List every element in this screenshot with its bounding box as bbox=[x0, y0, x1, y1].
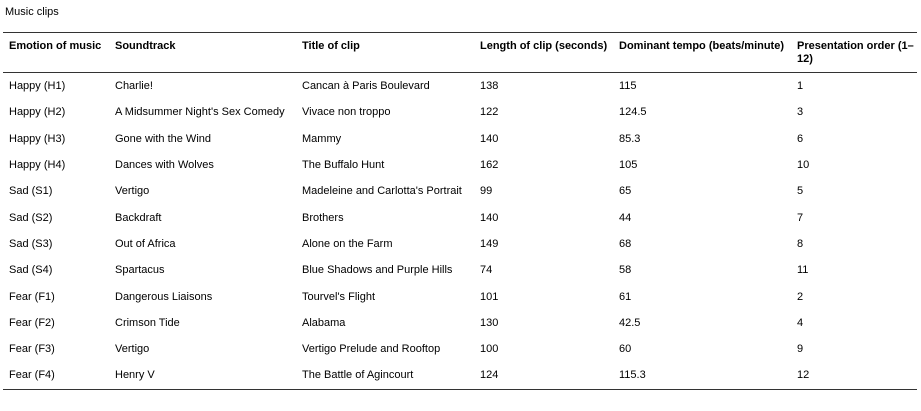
music-clips-table: Emotion of music Soundtrack Title of cli… bbox=[3, 32, 917, 390]
table-row: Fear (F1) Dangerous Liaisons Tourvel's Fli… bbox=[3, 283, 917, 309]
cell-title: Madeleine and Carlotta's Portrait bbox=[302, 185, 462, 198]
cell-soundtrack: A Midsummer Night's Sex Comedy bbox=[115, 106, 285, 119]
header-emotion: Emotion of music bbox=[3, 32, 109, 73]
cell-soundtrack: Out of Africa bbox=[115, 237, 176, 250]
cell-order: 3 bbox=[797, 106, 804, 119]
cell-emotion: Happy (H4) bbox=[9, 159, 66, 172]
cell-title: Vertigo Prelude and Rooftop bbox=[302, 343, 441, 356]
header-length: Length of clip (seconds) bbox=[474, 32, 613, 73]
cell-tempo: 85.3 bbox=[619, 132, 641, 145]
cell-soundtrack: Henry V bbox=[109, 362, 296, 390]
cell-emotion: Sad (S2) bbox=[9, 211, 53, 224]
cell-emotion: Fear (F1) bbox=[9, 290, 55, 303]
cell-tempo: 65 bbox=[619, 185, 632, 198]
cell-order: 8 bbox=[797, 237, 804, 250]
cell-length: 140 bbox=[480, 211, 499, 224]
cell-order: 12 bbox=[791, 362, 917, 390]
table-row: Fear (F4) Henry V The Battle of Agincourt 1… bbox=[3, 362, 917, 390]
cell-length: 101 bbox=[480, 290, 499, 303]
table-row: Sad (S4) Spartacus Blue Shadows and Purple… bbox=[3, 257, 917, 283]
cell-title: Brothers bbox=[302, 211, 344, 224]
table-row: Happy (H2) A Midsummer Night's Sex Comedy… bbox=[3, 99, 917, 125]
header-row: Emotion of music Soundtrack Title of cli… bbox=[3, 32, 917, 73]
cell-title: Tourvel's Flight bbox=[302, 290, 376, 303]
cell-length: 138 bbox=[480, 80, 499, 93]
cell-soundtrack: Vertigo bbox=[115, 343, 150, 356]
cell-tempo: 115.3 bbox=[613, 362, 791, 390]
cell-title: Vivace non troppo bbox=[302, 106, 391, 119]
cell-emotion: Happy (H2) bbox=[9, 106, 66, 119]
table-row: Happy (H3) Gone with the Wind Mammy 140 85.3… bbox=[3, 126, 917, 152]
cell-order: 11 bbox=[797, 264, 809, 277]
cell-title: Alabama bbox=[302, 316, 346, 329]
table-row: Sad (S3) Out of Africa Alone on the Farm 14… bbox=[3, 231, 917, 257]
cell-soundtrack: Vertigo bbox=[115, 185, 150, 198]
table-row: Fear (F2) Crimson Tide Alabama 130 42.5 4 bbox=[3, 310, 917, 336]
cell-length: 100 bbox=[480, 343, 499, 356]
cell-soundtrack: Gone with the Wind bbox=[115, 132, 211, 145]
table-caption: Music clips bbox=[5, 6, 59, 18]
cell-emotion: Happy (H3) bbox=[9, 132, 66, 145]
cell-order: 10 bbox=[797, 159, 810, 172]
cell-title: Mammy bbox=[302, 132, 342, 145]
cell-soundtrack: Dances with Wolves bbox=[115, 159, 214, 172]
table-header: Emotion of music Soundtrack Title of cli… bbox=[3, 32, 917, 73]
cell-length: 74 bbox=[480, 264, 493, 277]
cell-order: 7 bbox=[797, 211, 804, 224]
cell-emotion: Sad (S1) bbox=[9, 185, 53, 198]
cell-length: 130 bbox=[480, 316, 499, 329]
cell-soundtrack: Spartacus bbox=[115, 264, 165, 277]
table-row: Happy (H1) Charlie! Cancan à Paris Bouleva… bbox=[3, 73, 917, 100]
table-row: Sad (S2) Backdraft Brothers 140 44 7 bbox=[3, 204, 917, 230]
cell-order: 6 bbox=[797, 132, 804, 145]
cell-tempo: 60 bbox=[619, 343, 632, 356]
cell-tempo: 42.5 bbox=[619, 316, 641, 329]
table-row: Fear (F3) Vertigo Vertigo Prelude and Roof… bbox=[3, 336, 917, 362]
cell-order: 5 bbox=[797, 185, 804, 198]
cell-tempo: 68 bbox=[619, 237, 632, 250]
cell-length: 162 bbox=[480, 159, 499, 172]
cell-emotion: Fear (F3) bbox=[9, 343, 55, 356]
cell-emotion: Fear (F2) bbox=[9, 316, 55, 329]
table-body: Happy (H1) Charlie! Cancan à Paris Bouleva… bbox=[3, 73, 917, 390]
table-row: Happy (H4) Dances with Wolves The Buffalo … bbox=[3, 152, 917, 178]
cell-soundtrack: Dangerous Liaisons bbox=[115, 290, 213, 303]
cell-order: 9 bbox=[797, 343, 804, 356]
cell-order: 4 bbox=[797, 316, 804, 329]
cell-tempo: 115 bbox=[619, 80, 637, 93]
cell-length: 149 bbox=[480, 237, 499, 250]
cell-length: 140 bbox=[480, 132, 499, 145]
cell-title: Cancan à Paris Boulevard bbox=[302, 80, 430, 93]
cell-title: Alone on the Farm bbox=[302, 237, 393, 250]
cell-length: 99 bbox=[480, 185, 493, 198]
cell-order: 2 bbox=[797, 290, 804, 303]
header-title: Title of clip bbox=[296, 32, 474, 73]
cell-emotion: Happy (H1) bbox=[9, 80, 66, 93]
cell-emotion: Sad (S4) bbox=[9, 264, 53, 277]
cell-soundtrack: Charlie! bbox=[115, 80, 153, 93]
cell-soundtrack: Crimson Tide bbox=[115, 316, 180, 329]
header-tempo: Dominant tempo (beats/minute) bbox=[613, 32, 791, 73]
cell-tempo: 61 bbox=[619, 290, 632, 303]
cell-tempo: 105 bbox=[619, 159, 638, 172]
header-soundtrack: Soundtrack bbox=[109, 32, 296, 73]
cell-tempo: 58 bbox=[619, 264, 632, 277]
cell-soundtrack: Backdraft bbox=[115, 211, 162, 224]
cell-title: The Buffalo Hunt bbox=[302, 159, 385, 172]
cell-length: 122 bbox=[480, 106, 499, 119]
cell-title: The Battle of Agincourt bbox=[296, 362, 474, 390]
header-order: Presentation order (1–12) bbox=[791, 32, 917, 73]
cell-order: 1 bbox=[797, 80, 804, 93]
cell-length: 124 bbox=[474, 362, 613, 390]
cell-title: Blue Shadows and Purple Hills bbox=[302, 264, 453, 277]
table-row: Sad (S1) Vertigo Madeleine and Carlotta's … bbox=[3, 178, 917, 204]
cell-tempo: 124.5 bbox=[619, 106, 647, 119]
cell-emotion: Fear (F4) bbox=[3, 362, 109, 390]
cell-emotion: Sad (S3) bbox=[9, 237, 53, 250]
cell-tempo: 44 bbox=[619, 211, 632, 224]
